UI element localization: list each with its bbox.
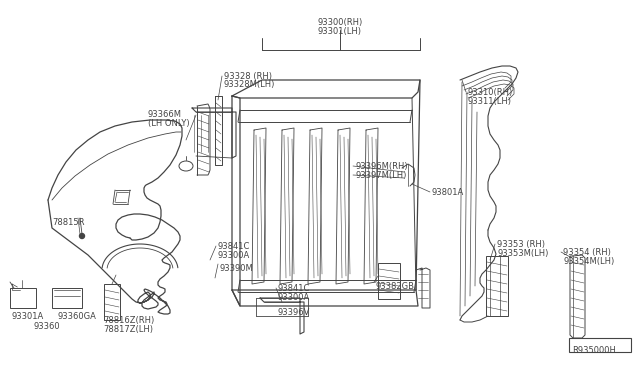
- Text: 93390M: 93390M: [220, 264, 253, 273]
- Bar: [378, 263, 400, 299]
- Text: 93841C: 93841C: [218, 242, 250, 251]
- Text: 93396M(RH): 93396M(RH): [355, 162, 408, 171]
- Text: 93310(RH): 93310(RH): [468, 88, 513, 97]
- Text: 93301A: 93301A: [12, 312, 44, 321]
- Text: 78815R: 78815R: [52, 218, 84, 227]
- Bar: [486, 256, 508, 316]
- Text: 93396V: 93396V: [278, 308, 310, 317]
- Text: 93328M(LH): 93328M(LH): [224, 80, 275, 89]
- Text: 93360GA: 93360GA: [58, 312, 97, 321]
- Text: 93301(LH): 93301(LH): [318, 27, 362, 36]
- Text: (LH ONLY): (LH ONLY): [148, 119, 189, 128]
- Bar: [10, 288, 36, 308]
- Text: 78817Z(LH): 78817Z(LH): [103, 325, 153, 334]
- Text: 93300A: 93300A: [218, 251, 250, 260]
- Text: 93841C: 93841C: [278, 284, 310, 293]
- Text: 93801A: 93801A: [432, 188, 464, 197]
- Bar: [104, 284, 120, 320]
- Text: 93397M(LH): 93397M(LH): [355, 171, 406, 180]
- Text: 93360: 93360: [34, 322, 61, 331]
- Text: 93328 (RH): 93328 (RH): [224, 72, 272, 81]
- Text: 93354M(LH): 93354M(LH): [563, 257, 614, 266]
- Circle shape: [79, 234, 84, 238]
- Text: 78816Z(RH): 78816Z(RH): [103, 316, 154, 325]
- Text: 93353M(LH): 93353M(LH): [497, 249, 548, 258]
- Text: 93382GB: 93382GB: [376, 282, 415, 291]
- Bar: [52, 288, 82, 308]
- Text: 93300(RH): 93300(RH): [317, 18, 363, 27]
- Text: 93311(LH): 93311(LH): [468, 97, 512, 106]
- Text: R935000H: R935000H: [572, 346, 616, 355]
- Text: 93353 (RH): 93353 (RH): [497, 240, 545, 249]
- Text: 93366M: 93366M: [148, 110, 182, 119]
- Text: 93354 (RH): 93354 (RH): [563, 248, 611, 257]
- Bar: [569, 338, 631, 352]
- Text: 93300A: 93300A: [278, 293, 310, 302]
